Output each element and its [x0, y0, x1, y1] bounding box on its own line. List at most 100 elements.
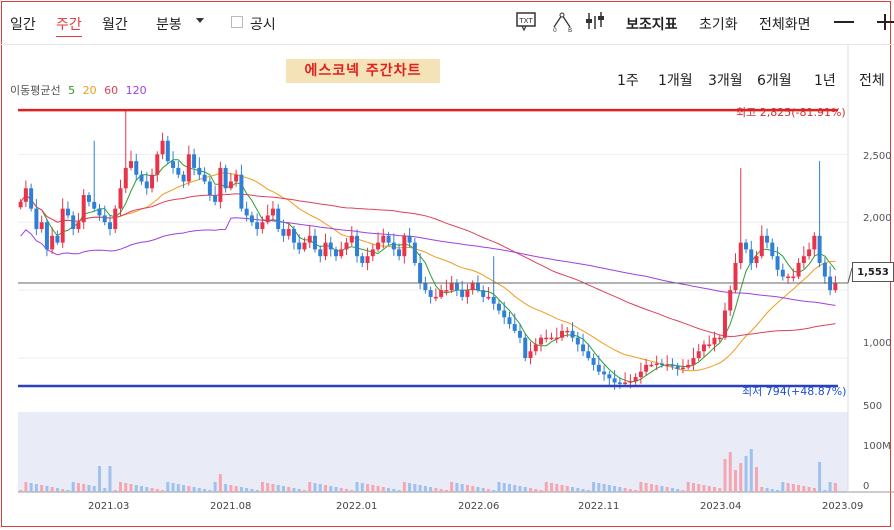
volume-bar	[744, 456, 748, 492]
candle-body	[291, 229, 296, 243]
volume-bar	[660, 486, 664, 492]
candle-body	[675, 366, 680, 369]
candle-body	[670, 364, 675, 367]
candle-body	[465, 290, 470, 297]
volume-bar	[634, 490, 638, 492]
volume-bar	[376, 486, 380, 492]
candle-body	[801, 256, 806, 263]
candle-body	[780, 269, 785, 277]
volume-bar	[66, 490, 70, 492]
candle-body	[197, 167, 202, 175]
tab-weekly[interactable]: 주간	[56, 14, 82, 37]
candle-body	[397, 249, 402, 257]
range-3months[interactable]: 3개월	[708, 73, 743, 89]
tab-minute[interactable]: 분봉	[156, 17, 182, 33]
candle-body	[775, 256, 780, 270]
candle-body	[129, 161, 134, 168]
text-tool-icon[interactable]: TXT	[515, 10, 537, 32]
volume-bar	[444, 490, 448, 492]
candle-body	[391, 242, 396, 250]
volume-bar	[760, 487, 764, 492]
chart-settings-icon[interactable]	[584, 10, 606, 32]
volume-bar	[113, 490, 117, 492]
volume-bar	[755, 467, 759, 492]
volume-bar	[234, 486, 238, 492]
range-1year[interactable]: 1년	[814, 73, 836, 89]
candle-body	[770, 242, 775, 257]
drawing-tool-icon[interactable]: 0 B	[551, 10, 573, 32]
volume-bar	[324, 485, 327, 492]
candle-body	[475, 283, 480, 291]
disclosure-checkbox[interactable]	[231, 16, 243, 28]
volume-bar	[734, 470, 737, 492]
candle-body	[701, 344, 706, 352]
range-all[interactable]: 전체	[859, 73, 885, 89]
volume-bar	[45, 486, 49, 492]
candle-body	[686, 364, 691, 368]
volume-bar	[124, 483, 128, 492]
volume-tick-label: 0	[863, 481, 870, 492]
candle-body	[97, 208, 102, 216]
candle-body	[23, 188, 28, 202]
volume-bar	[166, 482, 170, 492]
volume-bar	[597, 483, 601, 492]
candle-body	[649, 364, 654, 367]
tab-daily[interactable]: 일간	[10, 17, 36, 33]
volume-bar	[345, 489, 349, 492]
volume-bar	[145, 487, 149, 492]
zoom-in-icon-vertical[interactable]	[884, 14, 886, 30]
volume-bar	[129, 484, 133, 492]
volume-bar	[103, 488, 107, 492]
candle-body	[418, 262, 423, 284]
candle-body	[213, 195, 218, 202]
volume-bar	[518, 486, 522, 492]
candle-body	[202, 174, 207, 182]
candle-body	[602, 371, 607, 375]
volume-bar	[150, 488, 154, 492]
volume-bar	[791, 484, 795, 492]
volume-bar	[534, 489, 538, 492]
candle-body	[628, 381, 633, 383]
zoom-out-icon[interactable]	[834, 21, 854, 23]
volume-bar	[681, 490, 685, 492]
candle-body	[470, 283, 475, 291]
volume-bar	[492, 490, 496, 492]
candle-body	[554, 337, 559, 340]
candle-body	[591, 358, 596, 365]
candle-body	[833, 283, 838, 291]
high-annotation: 최고 2,825(-81.91%)	[736, 106, 846, 119]
candle-body	[276, 208, 281, 230]
candle-body	[817, 235, 822, 263]
candle-body	[239, 174, 244, 209]
volume-bar	[607, 485, 611, 492]
candle-body	[596, 364, 601, 372]
candle-body	[307, 235, 312, 243]
indicators-button[interactable]: 보조지표	[626, 17, 678, 33]
volume-bar	[765, 488, 769, 492]
volume-bar	[571, 487, 575, 492]
candle-body	[355, 235, 360, 257]
volume-bar	[770, 489, 774, 492]
fullscreen-button[interactable]: 전체화면	[759, 17, 811, 33]
range-1week[interactable]: 1주	[617, 73, 639, 89]
volume-bar	[702, 485, 706, 492]
reset-button[interactable]: 초기화	[699, 17, 738, 33]
candle-body	[286, 229, 291, 236]
candle-body	[113, 208, 118, 230]
volume-bar	[371, 485, 375, 492]
volume-bar	[308, 482, 312, 492]
chevron-down-icon[interactable]	[196, 18, 204, 23]
range-6months[interactable]: 6개월	[757, 73, 792, 89]
volume-bar	[613, 486, 617, 492]
volume-bar	[360, 483, 364, 492]
candle-body	[412, 242, 417, 263]
volume-bar	[350, 490, 354, 492]
tab-monthly[interactable]: 월간	[102, 17, 128, 33]
candle-body	[738, 242, 743, 263]
volume-bar	[644, 483, 648, 492]
range-1month[interactable]: 1개월	[658, 73, 693, 89]
disclosure-label[interactable]: 공시	[250, 17, 276, 33]
volume-bar	[229, 485, 233, 492]
volume-bar	[119, 482, 122, 492]
